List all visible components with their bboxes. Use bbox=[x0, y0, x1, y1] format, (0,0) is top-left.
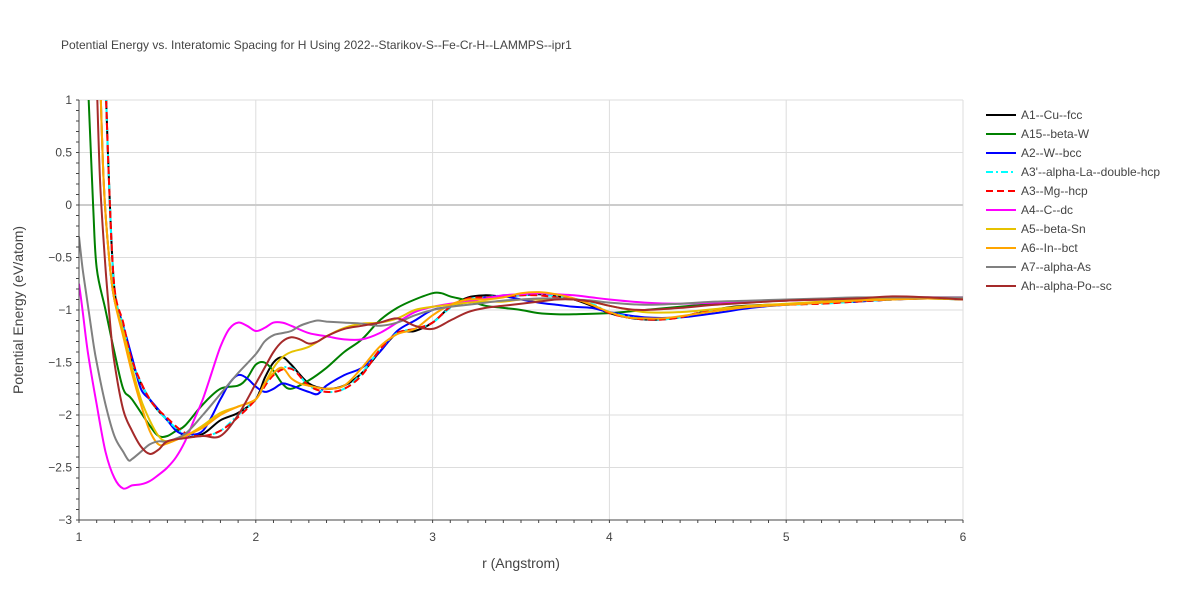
legend-item-a3-mg-hcp[interactable]: A3--Mg--hcp bbox=[986, 184, 1088, 198]
legend-item-ah-alpha-po-sc[interactable]: Ah--alpha-Po--sc bbox=[986, 279, 1112, 293]
legend-label: A15--beta-W bbox=[1021, 127, 1090, 141]
legend-item-a7-alpha-as[interactable]: A7--alpha-As bbox=[986, 260, 1091, 274]
x-tick-label: 6 bbox=[960, 530, 967, 544]
x-tick-label: 3 bbox=[429, 530, 436, 544]
x-tick-label: 5 bbox=[783, 530, 790, 544]
plot-area[interactable] bbox=[79, 79, 964, 490]
y-tick-label: 1 bbox=[65, 93, 72, 107]
legend-label: A3'--alpha-La--double-hcp bbox=[1021, 165, 1160, 179]
y-tick-label: −1.5 bbox=[48, 356, 72, 370]
series-line-ah-alpha-po-sc[interactable] bbox=[96, 79, 963, 455]
gridlines bbox=[78, 99, 964, 521]
y-tick-label: −2.5 bbox=[48, 461, 72, 475]
legend-label: A3--Mg--hcp bbox=[1021, 184, 1088, 198]
chart-title: Potential Energy vs. Interatomic Spacing… bbox=[61, 38, 572, 52]
legend-label: A2--W--bcc bbox=[1021, 146, 1081, 160]
legend-item-a2-w-bcc[interactable]: A2--W--bcc bbox=[986, 146, 1081, 160]
y-tick-label: −2 bbox=[58, 408, 72, 422]
series-line-a15-beta-w[interactable] bbox=[87, 79, 963, 439]
series-line-a7-alpha-as[interactable] bbox=[79, 236, 963, 462]
legend-label: A5--beta-Sn bbox=[1021, 222, 1086, 236]
legend-label: A1--Cu--fcc bbox=[1021, 108, 1082, 122]
series-line-a4-c-dc[interactable] bbox=[79, 283, 963, 490]
series-line-a6-in-bct[interactable] bbox=[99, 79, 963, 447]
axes: 1 2 3 4 5 6 −3 −2.5 −2 −1.5 −1 −0.5 0 0.5 1 bbox=[48, 93, 966, 544]
legend-label: A6--In--bct bbox=[1021, 241, 1078, 255]
y-tick-label: −3 bbox=[58, 513, 72, 527]
legend-item-a6-in-bct[interactable]: A6--In--bct bbox=[986, 241, 1078, 255]
legend-label: A7--alpha-As bbox=[1021, 260, 1091, 274]
legend[interactable]: A1--Cu--fcc A15--beta-W A2--W--bcc A3'--alp… bbox=[986, 108, 1160, 293]
x-tick-label: 2 bbox=[252, 530, 259, 544]
legend-label: Ah--alpha-Po--sc bbox=[1021, 279, 1112, 293]
legend-item-a5-beta-sn[interactable]: A5--beta-Sn bbox=[986, 222, 1086, 236]
legend-item-a1-cu-fcc[interactable]: A1--Cu--fcc bbox=[986, 108, 1082, 122]
x-tick-label: 1 bbox=[76, 530, 83, 544]
legend-item-a3-alpha-la-double-hcp[interactable]: A3'--alpha-La--double-hcp bbox=[986, 165, 1160, 179]
legend-item-a15-beta-w[interactable]: A15--beta-W bbox=[986, 127, 1090, 141]
series-line-a2-w-bcc[interactable] bbox=[99, 79, 963, 436]
y-tick-label: −1 bbox=[58, 303, 72, 317]
y-axis-title: Potential Energy (eV/atom) bbox=[10, 226, 26, 394]
x-tick-label: 4 bbox=[606, 530, 613, 544]
x-axis-title: r (Angstrom) bbox=[482, 555, 560, 571]
series-line-a1-cu-fcc[interactable] bbox=[105, 79, 964, 439]
legend-label: A4--C--dc bbox=[1021, 203, 1073, 217]
legend-item-a4-c-dc[interactable]: A4--C--dc bbox=[986, 203, 1073, 217]
y-tick-label: 0.5 bbox=[55, 146, 72, 160]
y-tick-label: 0 bbox=[65, 198, 72, 212]
y-tick-label: −0.5 bbox=[48, 251, 72, 265]
